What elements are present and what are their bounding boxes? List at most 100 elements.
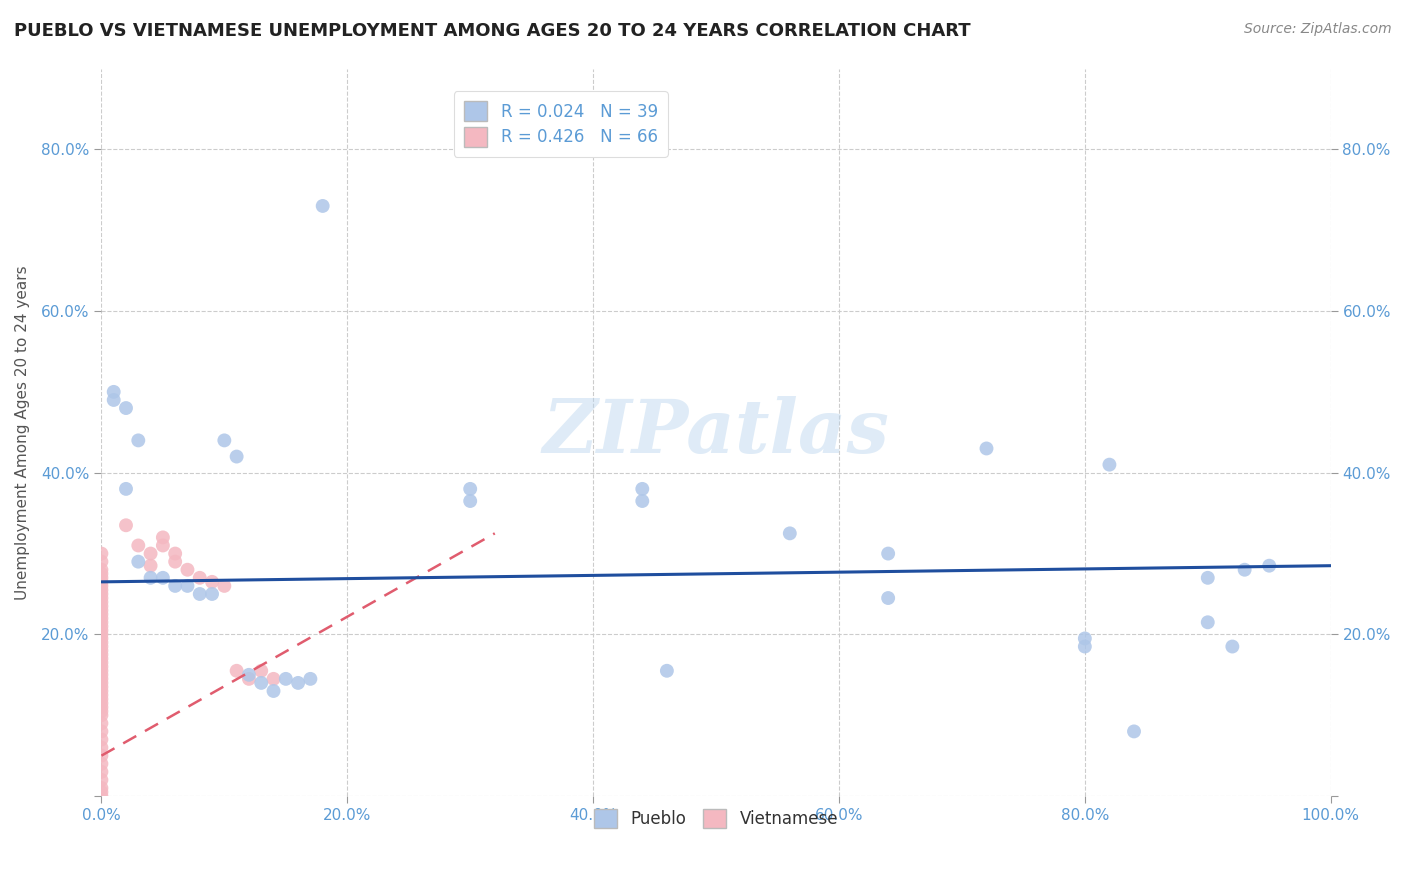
Point — [90, 607, 112, 622]
Point — [139, 571, 162, 585]
Point — [90, 547, 112, 561]
Point — [127, 434, 149, 448]
Point — [90, 704, 112, 718]
Point — [1233, 563, 1256, 577]
Text: ZIPatlas: ZIPatlas — [543, 396, 890, 468]
Point — [877, 547, 900, 561]
Point — [238, 672, 260, 686]
Point — [165, 555, 187, 569]
Legend: Pueblo, Vietnamese: Pueblo, Vietnamese — [588, 803, 845, 835]
Point — [201, 587, 224, 601]
Point — [152, 571, 174, 585]
Point — [90, 619, 112, 633]
Point — [90, 656, 112, 670]
Point — [877, 591, 900, 605]
Point — [90, 563, 112, 577]
Point — [152, 539, 174, 553]
Point — [90, 708, 112, 723]
Point — [250, 664, 273, 678]
Point — [90, 764, 112, 779]
Point — [139, 547, 162, 561]
Point — [165, 579, 187, 593]
Point — [90, 700, 112, 714]
Point — [274, 672, 297, 686]
Point — [90, 595, 112, 609]
Point — [312, 199, 335, 213]
Point — [90, 780, 112, 795]
Point — [631, 494, 654, 508]
Point — [90, 579, 112, 593]
Point — [90, 748, 112, 763]
Point — [90, 571, 112, 585]
Point — [127, 539, 149, 553]
Point — [90, 599, 112, 613]
Point — [287, 676, 309, 690]
Point — [176, 563, 198, 577]
Point — [1074, 640, 1097, 654]
Point — [90, 740, 112, 755]
Point — [90, 603, 112, 617]
Point — [201, 574, 224, 589]
Point — [225, 450, 247, 464]
Point — [90, 659, 112, 673]
Point — [1197, 571, 1219, 585]
Point — [139, 558, 162, 573]
Point — [188, 587, 211, 601]
Point — [103, 392, 125, 407]
Point — [90, 555, 112, 569]
Point — [90, 696, 112, 710]
Point — [115, 401, 138, 415]
Point — [976, 442, 998, 456]
Point — [90, 772, 112, 787]
Point — [90, 724, 112, 739]
Point — [90, 672, 112, 686]
Point — [263, 672, 285, 686]
Point — [779, 526, 801, 541]
Point — [299, 672, 322, 686]
Point — [214, 579, 236, 593]
Point — [115, 482, 138, 496]
Point — [90, 643, 112, 657]
Point — [188, 571, 211, 585]
Point — [90, 624, 112, 638]
Point — [176, 579, 198, 593]
Point — [90, 692, 112, 706]
Point — [90, 664, 112, 678]
Point — [238, 668, 260, 682]
Point — [115, 518, 138, 533]
Point — [90, 566, 112, 581]
Point — [1220, 640, 1243, 654]
Point — [90, 785, 112, 799]
Point — [458, 494, 481, 508]
Y-axis label: Unemployment Among Ages 20 to 24 years: Unemployment Among Ages 20 to 24 years — [15, 265, 30, 599]
Point — [90, 651, 112, 665]
Point — [1258, 558, 1281, 573]
Point — [90, 574, 112, 589]
Point — [90, 680, 112, 694]
Point — [127, 555, 149, 569]
Point — [90, 648, 112, 662]
Point — [103, 384, 125, 399]
Point — [90, 756, 112, 771]
Point — [90, 789, 112, 803]
Point — [225, 664, 247, 678]
Point — [1197, 615, 1219, 630]
Point — [90, 582, 112, 597]
Point — [90, 611, 112, 625]
Point — [90, 587, 112, 601]
Point — [263, 684, 285, 698]
Point — [90, 615, 112, 630]
Point — [631, 482, 654, 496]
Point — [90, 676, 112, 690]
Point — [90, 591, 112, 605]
Text: Source: ZipAtlas.com: Source: ZipAtlas.com — [1244, 22, 1392, 37]
Point — [90, 632, 112, 646]
Point — [655, 664, 678, 678]
Point — [90, 640, 112, 654]
Point — [90, 716, 112, 731]
Point — [250, 676, 273, 690]
Text: PUEBLO VS VIETNAMESE UNEMPLOYMENT AMONG AGES 20 TO 24 YEARS CORRELATION CHART: PUEBLO VS VIETNAMESE UNEMPLOYMENT AMONG … — [14, 22, 970, 40]
Point — [165, 547, 187, 561]
Point — [90, 732, 112, 747]
Point — [1123, 724, 1146, 739]
